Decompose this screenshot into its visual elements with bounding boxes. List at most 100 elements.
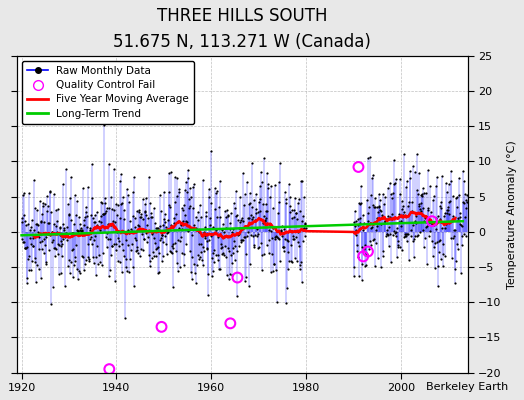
Point bbox=[230, 238, 238, 244]
Point bbox=[190, 180, 198, 187]
Point bbox=[28, 216, 36, 223]
Point bbox=[184, 196, 193, 202]
Point bbox=[132, 248, 140, 254]
Point bbox=[217, 244, 226, 250]
Point bbox=[89, 214, 97, 221]
Point bbox=[120, 253, 128, 259]
Point bbox=[241, 234, 249, 241]
Point bbox=[366, 220, 374, 226]
Point bbox=[449, 234, 457, 241]
Point bbox=[189, 184, 198, 190]
Point bbox=[237, 238, 246, 245]
Point bbox=[403, 203, 412, 210]
Point bbox=[288, 207, 297, 213]
Point bbox=[418, 190, 427, 197]
Point bbox=[126, 218, 135, 224]
Point bbox=[186, 248, 194, 254]
Point bbox=[182, 179, 190, 186]
Point bbox=[407, 227, 415, 234]
Point bbox=[199, 244, 207, 250]
Point bbox=[268, 235, 276, 241]
Point bbox=[39, 250, 48, 256]
Point bbox=[359, 211, 367, 218]
Point bbox=[369, 172, 377, 178]
Point bbox=[448, 255, 456, 261]
Point bbox=[165, 202, 173, 208]
Point bbox=[127, 229, 136, 236]
Point bbox=[383, 230, 391, 237]
Point bbox=[266, 222, 274, 228]
Point bbox=[154, 270, 162, 276]
Point bbox=[420, 190, 428, 196]
Point bbox=[112, 201, 120, 207]
Point bbox=[26, 227, 35, 233]
Point bbox=[378, 214, 386, 220]
Point bbox=[215, 178, 224, 184]
Point bbox=[173, 237, 182, 243]
Point bbox=[263, 242, 271, 248]
Point bbox=[437, 198, 445, 205]
Point bbox=[99, 211, 107, 218]
Point bbox=[105, 366, 114, 372]
Point bbox=[409, 222, 417, 228]
Point bbox=[457, 222, 465, 228]
Point bbox=[199, 261, 207, 268]
Point bbox=[125, 268, 133, 275]
Point bbox=[430, 192, 439, 199]
Point bbox=[154, 225, 162, 231]
Point bbox=[97, 199, 106, 205]
Point bbox=[190, 261, 199, 268]
Point bbox=[244, 229, 253, 236]
Point bbox=[228, 229, 236, 235]
Point bbox=[201, 232, 209, 239]
Point bbox=[187, 269, 195, 275]
Point bbox=[45, 246, 53, 253]
Point bbox=[44, 220, 52, 226]
Point bbox=[386, 230, 394, 237]
Point bbox=[384, 185, 392, 192]
Point bbox=[279, 230, 288, 236]
Point bbox=[73, 227, 81, 234]
Point bbox=[394, 238, 402, 244]
Point bbox=[296, 208, 304, 214]
Point bbox=[163, 227, 171, 234]
Point bbox=[71, 242, 80, 248]
Point bbox=[378, 253, 387, 260]
Point bbox=[281, 189, 289, 195]
Point bbox=[388, 216, 397, 222]
Point bbox=[62, 230, 70, 236]
Point bbox=[358, 261, 366, 268]
Point bbox=[146, 263, 154, 270]
Point bbox=[148, 254, 157, 261]
Point bbox=[291, 210, 300, 216]
Point bbox=[405, 199, 413, 205]
Point bbox=[37, 274, 45, 281]
Point bbox=[35, 266, 43, 272]
Point bbox=[239, 202, 248, 208]
Point bbox=[165, 188, 173, 195]
Point bbox=[59, 236, 67, 242]
Point bbox=[463, 192, 471, 198]
Point bbox=[168, 284, 177, 290]
Point bbox=[436, 256, 445, 262]
Point bbox=[173, 192, 181, 199]
Point bbox=[122, 255, 130, 262]
Point bbox=[116, 214, 124, 221]
Point bbox=[412, 219, 420, 226]
Point bbox=[287, 242, 296, 248]
Point bbox=[83, 213, 91, 219]
Point bbox=[286, 203, 294, 209]
Point bbox=[113, 202, 122, 209]
Point bbox=[301, 219, 309, 226]
Point bbox=[18, 191, 27, 198]
Point bbox=[205, 215, 214, 221]
Point bbox=[425, 219, 434, 225]
Point bbox=[46, 188, 54, 194]
Point bbox=[48, 239, 56, 245]
Point bbox=[108, 218, 117, 224]
Point bbox=[454, 246, 463, 252]
Point bbox=[460, 178, 468, 184]
Point bbox=[391, 176, 400, 182]
Point bbox=[278, 232, 286, 239]
Point bbox=[251, 232, 259, 238]
